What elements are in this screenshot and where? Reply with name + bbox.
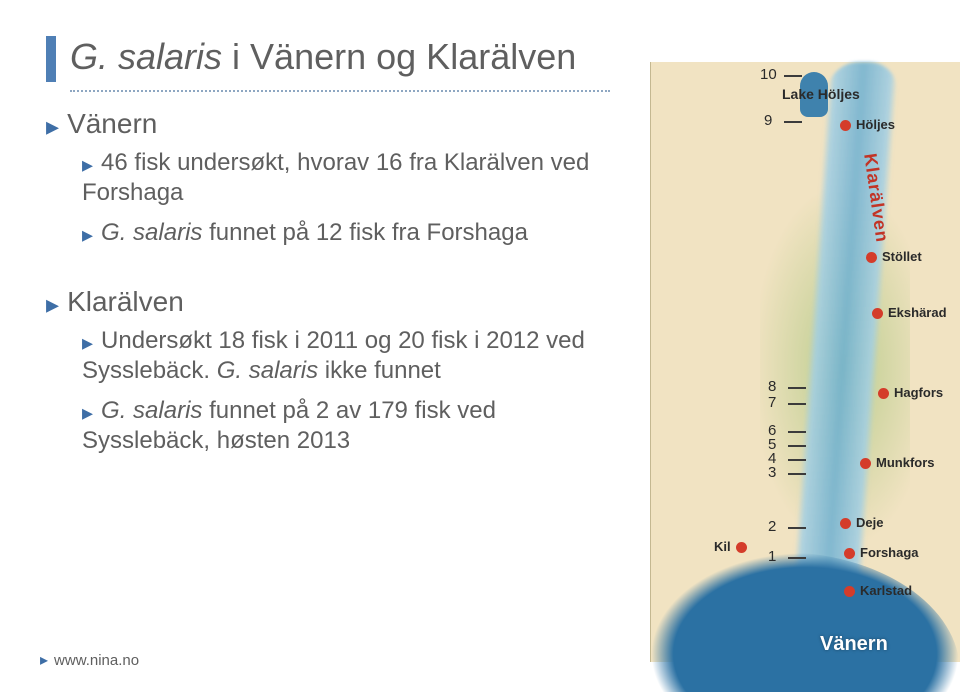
bullet-vanern-sub1: ▸46 fisk undersøkt, hvorav 16 fra Klaräl… bbox=[82, 148, 606, 208]
map-tick-icon bbox=[788, 403, 806, 405]
spacer bbox=[46, 258, 606, 286]
bullet-text: G. salaris funnet på 2 av 179 fisk ved S… bbox=[82, 397, 496, 454]
footer: ▸ www.nina.no bbox=[40, 650, 139, 670]
map-number-label: 10 bbox=[760, 66, 777, 83]
bullet-label: Klarälven bbox=[67, 286, 184, 317]
slide: G. salaris i Vänern og Klarälven // We n… bbox=[0, 0, 960, 692]
map-place-dot bbox=[860, 458, 871, 469]
map-number-label: 8 bbox=[768, 378, 776, 395]
bullet-text: 46 fisk undersøkt, hvorav 16 fra Klarälv… bbox=[82, 149, 589, 206]
bullet-klaralven-sub1: ▸Undersøkt 18 fisk i 2011 og 20 fisk i 2… bbox=[82, 326, 606, 386]
map-tick-icon bbox=[788, 387, 806, 389]
map-place-dot bbox=[844, 548, 855, 559]
map-place-label: Deje bbox=[856, 515, 883, 530]
divider bbox=[70, 90, 610, 92]
bullet-marker-icon: ▸ bbox=[40, 650, 48, 670]
bullet-vanern-sub2: ▸ G. salaris funnet på 12 fisk fra Forsha… bbox=[82, 218, 606, 248]
bullet-vanern: ▸ Vänern bbox=[46, 108, 606, 142]
map-number-label: 2 bbox=[768, 518, 776, 535]
map-place-label: Hagfors bbox=[894, 385, 943, 400]
bullet-text: G. salaris funnet på 12 fisk fra Forshag… bbox=[101, 219, 528, 246]
map-place-dot bbox=[872, 308, 883, 319]
map: Klarälven Vänern Lake Höljes HöljesStöll… bbox=[650, 62, 960, 662]
map-place-label: Karlstad bbox=[860, 583, 912, 598]
bullet-marker-icon: ▸ bbox=[46, 111, 59, 141]
map-place-label: Kil bbox=[714, 539, 731, 554]
map-place-dot bbox=[840, 120, 851, 131]
map-lake-holjes-label: Lake Höljes bbox=[782, 86, 860, 102]
accent-bar bbox=[46, 36, 56, 82]
map-place-label: Ekshärad bbox=[888, 305, 947, 320]
map-place-label: Stöllet bbox=[882, 249, 922, 264]
bullet-marker-icon: ▸ bbox=[82, 330, 93, 355]
map-number-label: 3 bbox=[768, 464, 776, 481]
species-name: G. salaris bbox=[101, 397, 202, 424]
map-tick-icon bbox=[788, 473, 806, 475]
map-tick-icon bbox=[784, 121, 802, 123]
map-place-dot bbox=[878, 388, 889, 399]
map-place-dot bbox=[844, 586, 855, 597]
species-name: G. salaris bbox=[101, 219, 202, 246]
bullet-text: Undersøkt 18 fisk i 2011 og 20 fisk i 20… bbox=[82, 327, 585, 384]
map-number-label: 9 bbox=[764, 112, 772, 129]
map-tick-icon bbox=[788, 557, 806, 559]
map-place-label: Höljes bbox=[856, 117, 895, 132]
species-name: G. salaris bbox=[217, 357, 318, 384]
map-place-dot bbox=[840, 518, 851, 529]
map-place-dot bbox=[866, 252, 877, 263]
bullet-rest: ikke funnet bbox=[318, 357, 441, 384]
map-place-dot bbox=[736, 542, 747, 553]
map-tick-icon bbox=[788, 527, 806, 529]
bullet-klaralven-sub2: ▸G. salaris funnet på 2 av 179 fisk ved … bbox=[82, 396, 606, 456]
page-title: G. salaris i Vänern og Klarälven bbox=[70, 36, 576, 78]
bullet-marker-icon: ▸ bbox=[82, 400, 93, 425]
content: ▸Vänern ▸46 fisk undersøkt, hvorav 16 fr… bbox=[46, 108, 606, 466]
map-number-label: 1 bbox=[768, 548, 776, 565]
bullet-marker-icon: ▸ bbox=[46, 289, 59, 319]
map-place-label: Munkfors bbox=[876, 455, 935, 470]
bullet-marker-icon: ▸ bbox=[82, 152, 93, 177]
map-lake-label: Vänern bbox=[820, 633, 888, 656]
bullet-rest: funnet på 12 fisk fra Forshaga bbox=[202, 219, 528, 246]
map-tick-icon bbox=[788, 445, 806, 447]
bullet-marker-icon: ▸ bbox=[82, 222, 93, 247]
bullet-label: Vänern bbox=[67, 108, 157, 139]
map-tick-icon bbox=[784, 75, 802, 77]
map-tick-icon bbox=[788, 431, 806, 433]
map-number-label: 7 bbox=[768, 394, 776, 411]
bullet-klaralven: ▸ Klarälven bbox=[46, 286, 606, 320]
footer-link[interactable]: www.nina.no bbox=[54, 652, 139, 669]
map-tick-icon bbox=[788, 459, 806, 461]
map-place-label: Forshaga bbox=[860, 545, 919, 560]
